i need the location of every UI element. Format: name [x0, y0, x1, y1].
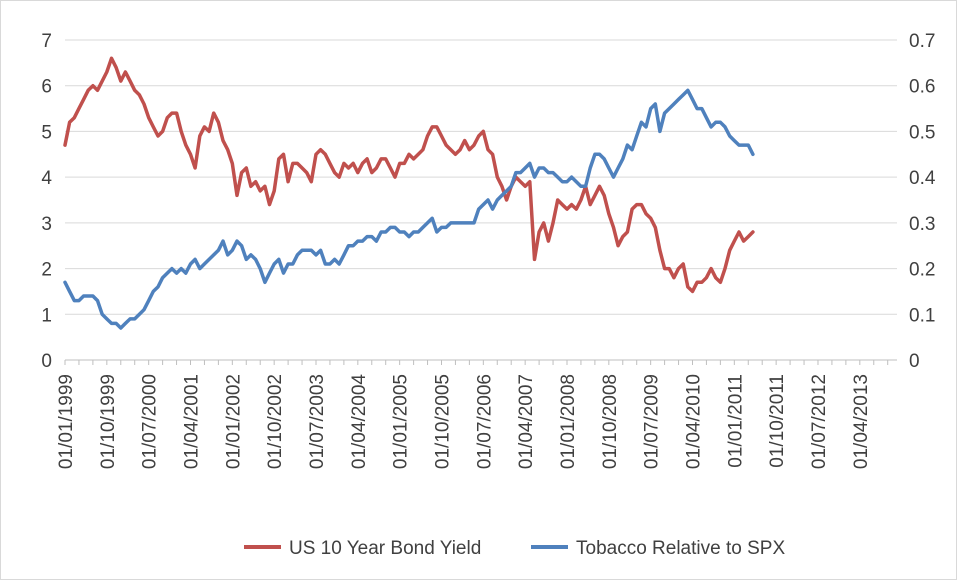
- left-y-tick-label: 2: [41, 260, 52, 281]
- legend-label-tobacco-relative: Tobacco Relative to SPX: [576, 538, 785, 559]
- x-tick-label: 01/10/2011: [767, 374, 788, 468]
- x-tick-label: 01/01/2002: [223, 374, 244, 469]
- left-y-tick-label: 4: [41, 168, 52, 189]
- x-tick-label: 01/07/2006: [474, 374, 495, 469]
- left-y-tick-label: 1: [41, 305, 52, 326]
- x-tick-label: 01/07/2009: [642, 374, 663, 469]
- left-y-tick-label: 5: [41, 122, 52, 143]
- x-tick-label: 01/01/2008: [558, 374, 579, 469]
- left-y-tick-label: 7: [41, 31, 52, 52]
- right-y-tick-label: 0.6: [909, 77, 935, 98]
- legend: US 10 Year Bond Yield Tobacco Relative t…: [244, 538, 785, 559]
- left-y-tick-label: 0: [41, 351, 52, 372]
- left-y-axis: 0 1 2 3 4 5 6 7: [41, 31, 52, 372]
- x-tick-label: 01/07/2012: [809, 374, 830, 469]
- right-y-axis: 0 0.1 0.2 0.3 0.4 0.5 0.6 0.7: [909, 31, 936, 372]
- x-tick-label: 01/04/2013: [851, 374, 872, 469]
- x-tick-label: 01/01/2011: [725, 374, 746, 468]
- right-y-tick-label: 0.4: [909, 168, 936, 189]
- right-y-tick-label: 0.3: [909, 214, 935, 235]
- x-tick-label: 01/01/1999: [56, 374, 77, 469]
- right-y-tick-label: 0.1: [909, 305, 935, 326]
- x-tick-label: 01/10/1999: [98, 374, 119, 469]
- x-tick-label: 01/04/2001: [181, 374, 202, 469]
- x-tick-label: 01/04/2010: [683, 374, 704, 469]
- x-tick-label: 01/04/2004: [349, 374, 370, 470]
- x-tick-label: 01/01/2005: [391, 374, 412, 469]
- left-y-tick-label: 6: [41, 77, 52, 98]
- legend-label-bond-yield: US 10 Year Bond Yield: [289, 538, 481, 559]
- x-tick-label: 01/07/2000: [140, 374, 161, 469]
- right-y-tick-label: 0: [909, 351, 920, 372]
- series-lines: [63, 56, 755, 330]
- bond-yield-line: [63, 56, 755, 294]
- right-y-tick-label: 0.7: [909, 31, 935, 52]
- x-tick-label: 01/10/2005: [432, 374, 453, 469]
- x-tick-label: 01/10/2008: [600, 374, 621, 469]
- left-y-tick-label: 3: [41, 214, 52, 235]
- x-tick-label: 01/07/2003: [307, 374, 328, 469]
- right-y-tick-label: 0.2: [909, 260, 935, 281]
- right-y-tick-label: 0.5: [909, 122, 935, 143]
- gridlines: [65, 39, 897, 361]
- tobacco-relative-line: [63, 88, 755, 330]
- x-tick-label: 01/04/2007: [516, 374, 537, 469]
- x-tick-label: 01/10/2002: [265, 374, 286, 469]
- x-axis: 01/01/1999 01/10/1999 01/07/2000 01/04/2001…: [56, 359, 897, 470]
